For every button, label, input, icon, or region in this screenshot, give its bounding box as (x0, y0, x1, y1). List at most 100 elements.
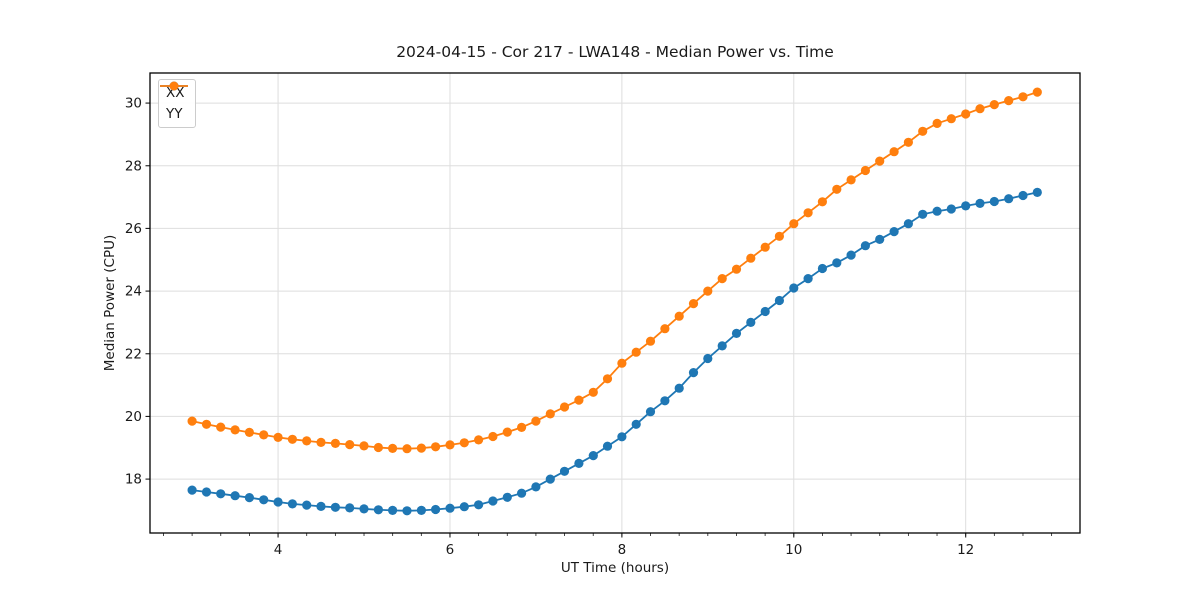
data-point-xx (302, 500, 312, 510)
data-point-yy (832, 184, 842, 194)
data-point-xx (631, 419, 641, 429)
data-point-xx (703, 353, 713, 364)
data-point-xx (273, 497, 283, 507)
data-point-xx (875, 234, 885, 244)
data-point-yy (574, 395, 584, 405)
data-point-yy (545, 409, 555, 419)
data-point-yy (817, 197, 828, 207)
data-point-yy (932, 118, 942, 128)
data-point-yy (287, 434, 297, 444)
data-point-xx (445, 503, 455, 513)
data-point-xx (932, 206, 942, 216)
legend-label-xx: XX (166, 85, 185, 101)
data-point-yy (789, 219, 799, 229)
data-point-xx (502, 492, 512, 502)
data-point-xx (717, 341, 727, 351)
data-point-xx (860, 241, 871, 251)
x-tick-label: 8 (618, 542, 627, 558)
data-point-yy (889, 147, 899, 157)
data-point-xx (803, 274, 813, 284)
data-point-yy (230, 425, 240, 435)
legend: XX YY (158, 79, 196, 128)
data-point-yy (946, 114, 956, 124)
data-point-xx (789, 283, 799, 293)
data-point-yy (517, 422, 527, 432)
data-point-yy (1032, 87, 1042, 97)
data-point-xx (961, 201, 971, 211)
y-tick-label: 22 (125, 346, 142, 362)
data-point-yy (445, 440, 455, 450)
data-point-xx (402, 506, 412, 516)
data-point-xx (674, 383, 684, 393)
data-point-yy (774, 231, 785, 241)
y-axis-label: Median Power (CPU) (102, 234, 118, 372)
data-point-yy (803, 208, 813, 218)
y-tick-label: 28 (125, 158, 142, 174)
data-point-xx (459, 502, 469, 512)
y-tick-label: 24 (125, 284, 142, 300)
plot-frame (149, 72, 1081, 534)
data-point-yy (860, 165, 871, 176)
data-point-xx (688, 368, 699, 378)
data-point-yy (302, 436, 312, 446)
legend-item-yy: YY (160, 81, 188, 122)
data-point-xx (359, 504, 369, 514)
data-point-yy (259, 430, 269, 440)
data-point-yy (746, 253, 756, 263)
data-point-yy (559, 402, 570, 412)
data-point-xx (746, 317, 756, 327)
data-point-xx (531, 482, 541, 492)
series-line-xx (191, 191, 1038, 512)
data-point-xx (259, 495, 269, 505)
data-point-yy (502, 427, 512, 437)
chart-title: 2024-04-15 - Cor 217 - LWA148 - Median P… (396, 43, 834, 61)
data-point-yy (703, 286, 713, 296)
data-point-xx (488, 496, 498, 506)
data-point-xx (216, 489, 226, 499)
data-point-yy (1004, 96, 1014, 106)
data-point-xx (832, 258, 842, 268)
data-point-yy (388, 443, 398, 453)
data-point-yy (474, 435, 484, 445)
data-point-yy (602, 374, 613, 384)
data-point-yy (201, 419, 212, 429)
data-point-xx (1004, 194, 1014, 204)
data-point-yy (273, 432, 283, 442)
y-tick-label: 18 (125, 472, 142, 488)
x-tick-label: 6 (446, 542, 455, 558)
data-point-yy (1018, 92, 1028, 102)
data-point-xx (889, 227, 899, 237)
data-point-xx (244, 493, 254, 503)
data-point-xx (660, 396, 670, 406)
data-point-xx (846, 250, 856, 260)
data-point-yy (588, 387, 598, 397)
y-tick-label: 20 (125, 409, 142, 425)
data-point-xx (817, 263, 828, 274)
data-point-xx (1032, 187, 1042, 197)
data-point-yy (373, 442, 383, 453)
data-point-yy (187, 416, 197, 426)
data-point-xx (431, 504, 441, 515)
data-point-xx (187, 485, 197, 495)
data-point-xx (330, 502, 340, 512)
y-tick-label: 30 (125, 96, 142, 112)
data-point-xx (731, 328, 742, 338)
data-point-xx (201, 487, 212, 497)
data-point-yy (459, 438, 469, 448)
data-point-yy (760, 242, 770, 252)
data-point-yy (216, 422, 226, 432)
data-point-xx (760, 306, 770, 317)
data-point-yy (330, 438, 340, 448)
data-point-yy (488, 431, 498, 442)
data-point-yy (631, 347, 641, 357)
data-point-yy (903, 137, 914, 147)
data-point-xx (373, 505, 383, 515)
data-point-xx (975, 198, 985, 208)
data-point-xx (1018, 190, 1028, 201)
data-point-yy (961, 109, 971, 119)
data-point-xx (645, 407, 656, 417)
legend-label-yy: YY (166, 106, 183, 122)
data-point-xx (588, 451, 598, 461)
x-axis-label: UT Time (hours) (560, 560, 670, 576)
yy-series-marker-icon (160, 81, 188, 91)
